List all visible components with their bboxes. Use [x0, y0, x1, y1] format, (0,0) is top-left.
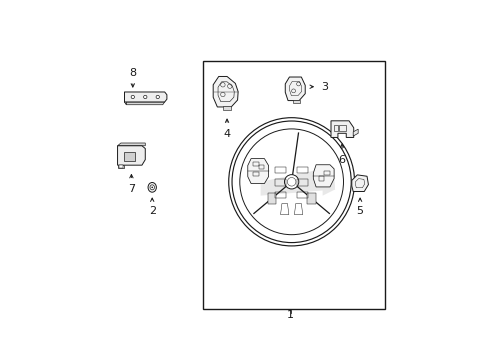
Bar	[297, 192, 307, 198]
Polygon shape	[124, 102, 164, 105]
Ellipse shape	[148, 183, 156, 192]
Bar	[333, 125, 337, 131]
Bar	[124, 152, 135, 161]
Text: 6: 6	[338, 155, 345, 165]
Bar	[297, 167, 307, 174]
Polygon shape	[260, 167, 334, 195]
Text: 1: 1	[287, 310, 294, 320]
Circle shape	[143, 95, 146, 99]
Bar	[274, 167, 285, 174]
Circle shape	[131, 95, 134, 99]
Polygon shape	[285, 77, 305, 100]
Circle shape	[151, 186, 153, 188]
Text: 3: 3	[320, 82, 327, 92]
Polygon shape	[124, 92, 126, 105]
Bar	[307, 193, 315, 204]
Polygon shape	[117, 143, 145, 146]
Bar	[267, 193, 275, 204]
Text: 4: 4	[223, 129, 230, 139]
Bar	[318, 176, 324, 181]
Bar	[339, 125, 346, 131]
Text: 7: 7	[127, 184, 135, 194]
Polygon shape	[322, 167, 334, 195]
Bar	[297, 179, 307, 186]
Polygon shape	[352, 129, 357, 136]
Bar	[274, 192, 285, 198]
Bar	[292, 100, 299, 103]
Bar	[203, 61, 384, 309]
Bar	[253, 162, 258, 166]
Polygon shape	[124, 92, 166, 102]
Polygon shape	[330, 121, 353, 138]
Polygon shape	[351, 175, 367, 192]
Polygon shape	[117, 146, 145, 165]
Circle shape	[156, 95, 159, 99]
Bar	[274, 179, 285, 186]
Bar	[223, 107, 231, 110]
Bar	[119, 166, 123, 168]
Text: 5: 5	[356, 206, 363, 216]
Bar	[117, 165, 124, 168]
Ellipse shape	[150, 185, 154, 190]
Bar	[253, 172, 258, 176]
Text: 8: 8	[129, 68, 136, 77]
Bar	[324, 171, 329, 175]
Circle shape	[284, 175, 298, 189]
Polygon shape	[313, 165, 333, 187]
Bar	[258, 165, 264, 169]
Polygon shape	[247, 159, 268, 184]
Text: 2: 2	[148, 206, 156, 216]
Polygon shape	[213, 76, 238, 107]
